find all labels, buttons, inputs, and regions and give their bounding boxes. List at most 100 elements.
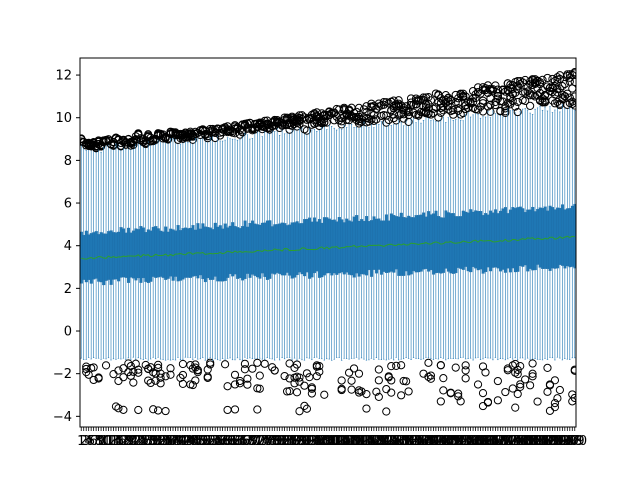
xtick-label: 131 <box>391 434 416 449</box>
outlier-upper <box>352 107 361 116</box>
outlier-lower <box>513 389 522 399</box>
outlier-upper <box>563 71 572 81</box>
xtick-label: 149 <box>436 434 461 449</box>
outlier-upper <box>243 123 252 132</box>
axes: −4−2024681012123456789101112131415161718… <box>53 57 587 449</box>
outlier-lower <box>114 404 123 413</box>
outlier-lower <box>149 405 158 414</box>
outlier-upper <box>312 108 321 117</box>
xtick-label: 187 <box>530 434 555 449</box>
xtick-label: 128 <box>384 434 409 449</box>
xtick-label: 24 <box>130 434 147 449</box>
outlier-lower <box>382 407 391 416</box>
outlier-lower <box>354 369 364 378</box>
outlier-lower <box>295 407 304 416</box>
outlier-lower <box>156 373 165 382</box>
xtick-label: 8 <box>94 434 102 449</box>
outlier-upper <box>426 96 436 105</box>
xtick-label: 84 <box>279 434 296 449</box>
xtick-label: 13 <box>103 434 120 449</box>
xtick-label: 106 <box>329 434 354 449</box>
xtick-label: 58 <box>214 434 231 449</box>
outlier-upper <box>486 107 495 116</box>
xtick-label: 33 <box>152 434 169 449</box>
xtick-label: 159 <box>461 434 486 449</box>
xtick-label: 151 <box>441 434 466 449</box>
xtick-label: 10 <box>95 434 112 449</box>
xtick-label: 117 <box>357 434 382 449</box>
outlier-upper <box>526 101 535 111</box>
outlier-lower <box>570 366 576 375</box>
outlier-upper <box>508 90 517 99</box>
outlier-lower <box>223 382 232 391</box>
outlier-upper <box>416 95 426 104</box>
outlier-upper <box>516 80 525 89</box>
xtick-label: 86 <box>284 434 301 449</box>
xtick-label: 25 <box>132 434 149 449</box>
outlier-lower <box>521 375 530 384</box>
xtick-label: 102 <box>319 434 344 449</box>
xtick-label: 65 <box>232 434 249 449</box>
outlier-lower <box>526 381 535 390</box>
outlier-lower <box>372 387 381 396</box>
outlier-upper <box>379 100 388 109</box>
outlier-lower <box>374 392 383 401</box>
xtick-label: 18 <box>115 434 132 449</box>
outlier-lower <box>134 365 143 374</box>
xtick-label: 23 <box>128 434 145 449</box>
outlier-lower <box>426 371 436 380</box>
xtick-label: 200 <box>562 434 587 449</box>
outlier-lower <box>282 387 292 396</box>
outlier-lower <box>129 378 138 387</box>
outlier-lower <box>516 362 525 371</box>
outlier-lower <box>402 377 411 386</box>
xtick-label: 122 <box>369 434 394 449</box>
outlier-lower <box>461 374 470 383</box>
ytick-label: 0 <box>64 325 72 340</box>
outlier-lower <box>337 384 346 393</box>
xtick-label: 36 <box>160 434 177 449</box>
outlier-lower <box>553 394 562 403</box>
xtick-label: 169 <box>485 434 510 449</box>
xtick-label: 109 <box>337 434 362 449</box>
plot-area <box>80 68 576 416</box>
outlier-lower <box>280 371 289 381</box>
xtick-label: 180 <box>513 434 538 449</box>
outlier-upper <box>382 118 391 127</box>
outlier-upper <box>570 92 576 101</box>
outlier-lower <box>436 361 445 370</box>
outlier-upper <box>416 107 426 117</box>
outlier-lower <box>550 403 560 412</box>
outlier-lower <box>493 376 502 386</box>
xtick-label: 61 <box>222 434 239 449</box>
outlier-lower <box>337 376 346 385</box>
xtick-label: 46 <box>185 434 202 449</box>
xtick-label: 49 <box>192 434 209 449</box>
outlier-lower <box>439 374 448 383</box>
xtick-label: 155 <box>451 434 476 449</box>
outlier-lower <box>461 366 470 375</box>
xtick-label: 130 <box>389 434 414 449</box>
outlier-lower <box>285 374 294 383</box>
outlier-lower <box>193 368 202 377</box>
xtick-label: 89 <box>291 434 308 449</box>
outlier-upper <box>493 92 502 101</box>
xtick-label: 27 <box>137 434 154 449</box>
xtick-label: 51 <box>197 434 214 449</box>
outlier-lower <box>156 379 165 388</box>
xtick-label: 152 <box>443 434 468 449</box>
outlier-lower <box>347 376 356 385</box>
xtick-label: 147 <box>431 434 456 449</box>
xtick-label: 14 <box>105 434 122 449</box>
outlier-lower <box>404 387 413 396</box>
outlier-upper <box>498 85 507 94</box>
outlier-lower <box>501 387 510 397</box>
xtick-label: 162 <box>468 434 493 449</box>
outlier-lower <box>513 370 522 379</box>
xtick-label: 38 <box>165 434 182 449</box>
xtick-label: 81 <box>271 434 288 449</box>
outlier-lower <box>191 363 200 372</box>
xtick-label: 137 <box>406 434 431 449</box>
ytick-label: 10 <box>55 111 72 126</box>
xtick-label: 146 <box>428 434 453 449</box>
